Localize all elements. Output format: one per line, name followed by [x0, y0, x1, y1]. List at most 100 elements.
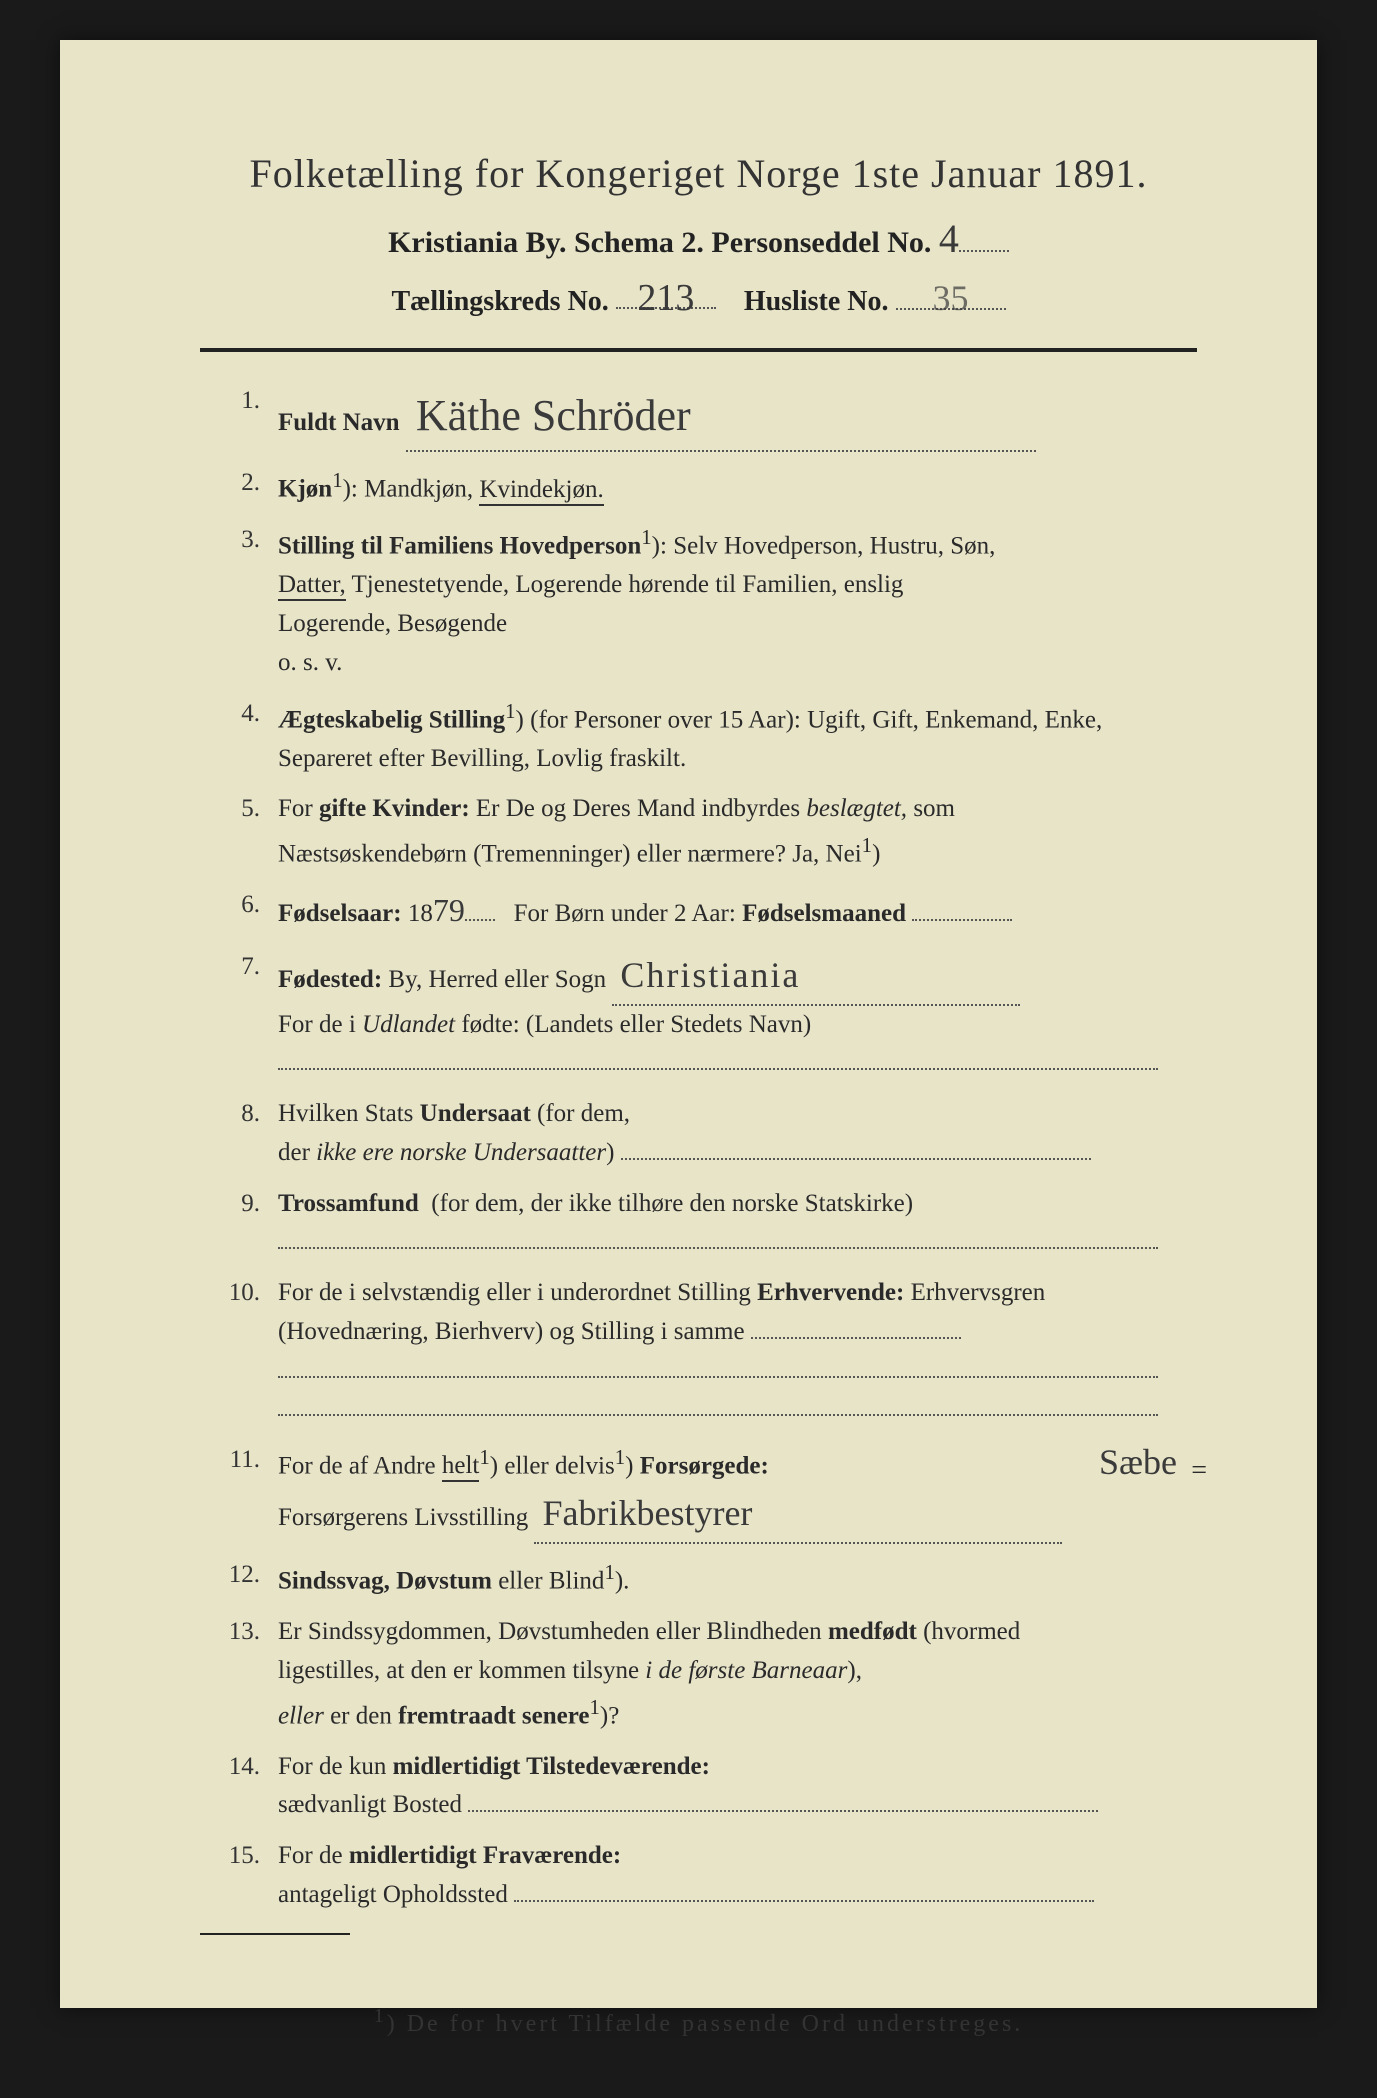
q9-text: (for dem, der ikke tilhøre den norske St…	[431, 1190, 913, 1217]
q3-sup: 1	[641, 525, 651, 549]
q11-num: 11.	[200, 1441, 278, 1480]
q9-label: Trossamfund	[278, 1190, 419, 1217]
q3-selected: Datter,	[278, 571, 346, 601]
main-title: Folketælling for Kongeriget Norge 1ste J…	[200, 150, 1197, 197]
footnote: 1) De for hvert Tilfælde passende Ord un…	[200, 2005, 1197, 2038]
q13-num: 13.	[200, 1613, 278, 1652]
q1-num: 1.	[200, 382, 278, 421]
q7-field: Christiania	[612, 948, 1020, 1006]
subtitle-text: Kristiania By. Schema 2. Personseddel No…	[388, 226, 931, 259]
q14-label: midlertidigt Tilstedeværende:	[393, 1753, 710, 1780]
q3-t1: Selv Hovedperson, Hustru, Søn,	[673, 533, 995, 560]
q13-i1: i de første Barneaar	[645, 1657, 847, 1684]
q3-t4: o. s. v.	[278, 649, 342, 676]
footnote-sup: 1	[374, 2005, 387, 2027]
q4-label: Ægteskabelig Stilling	[278, 706, 505, 733]
q15-body: For de midlertidigt Fraværende: antageli…	[278, 1837, 1197, 1915]
question-13: 13. Er Sindssygdommen, Døvstumheden elle…	[200, 1613, 1197, 1736]
q11-u1: helt	[442, 1452, 480, 1482]
taellingskreds-label: Tællingskreds No.	[391, 286, 608, 317]
personseddel-number: 4	[939, 215, 959, 262]
document-content: Folketælling for Kongeriget Norge 1ste J…	[60, 40, 1317, 2098]
q1-field: Käthe Schröder	[406, 382, 1036, 452]
q3-t3: Logerende, Besøgende	[278, 610, 507, 637]
question-14: 14. For de kun midlertidigt Tilstedevære…	[200, 1748, 1197, 1826]
q7-label: Fødested:	[278, 966, 382, 993]
q13-l1: medfødt	[828, 1618, 917, 1645]
question-11: 11. For de af Andre helt1) eller delvis1…	[200, 1441, 1197, 1544]
q11-sup: 1	[479, 1445, 489, 1469]
taellingskreds-no: 213	[637, 276, 694, 320]
q5-t2: som	[913, 795, 955, 822]
q7-num: 7.	[200, 948, 278, 987]
q8-t2: (for dem,	[537, 1100, 630, 1127]
q15-t1: For de	[278, 1842, 343, 1869]
q6-label2: Fødselsmaaned	[742, 900, 906, 927]
q3-num: 3.	[200, 521, 278, 560]
q13-t3: ligestilles, at den er kommen tilsyne	[278, 1657, 639, 1684]
q6-t2: For Børn under 2 Aar:	[514, 900, 736, 927]
document-page: Folketælling for Kongeriget Norge 1ste J…	[60, 40, 1317, 2008]
question-3: 3. Stilling til Familiens Hovedperson1):…	[200, 521, 1197, 682]
question-7: 7. Fødested: By, Herred eller Sogn Chris…	[200, 948, 1197, 1083]
q13-i2: eller	[278, 1702, 324, 1729]
q8-ital: ikke ere norske Undersaatter	[316, 1139, 606, 1166]
question-1: 1. Fuldt Navn Käthe Schröder	[200, 382, 1197, 452]
q7-value: Christiania	[620, 948, 800, 1004]
q13-t4: er den	[330, 1702, 392, 1729]
q2-body: Kjøn1): Mandkjøn, Kvindekjøn.	[278, 464, 1197, 509]
q14-t2: sædvanligt Bosted	[278, 1791, 462, 1818]
q5-label: gifte Kvinder:	[319, 795, 470, 822]
q13-body: Er Sindssygdommen, Døvstumheden eller Bl…	[278, 1613, 1197, 1736]
q6-num: 6.	[200, 886, 278, 925]
q8-t3: der	[278, 1139, 310, 1166]
q7-t2: For de i	[278, 1011, 356, 1038]
q1-body: Fuldt Navn Käthe Schröder	[278, 382, 1197, 452]
q10-t1: For de i selvstændig eller i underordnet…	[278, 1279, 751, 1306]
husliste-label: Husliste No.	[744, 286, 889, 317]
question-9: 9. Trossamfund (for dem, der ikke tilhør…	[200, 1185, 1197, 1263]
q13-l2: fremtraadt senere	[398, 1702, 589, 1729]
short-rule	[200, 1933, 350, 1935]
q3-t2: Tjenestetyende, Logerende hørende til Fa…	[352, 571, 904, 598]
numbers-row: Tællingskreds No. 213 Husliste No. 35	[200, 276, 1197, 318]
q1-label: Fuldt Navn	[278, 409, 400, 436]
q10-num: 10.	[200, 1274, 278, 1313]
q8-t1: Hvilken Stats	[278, 1100, 413, 1127]
question-10: 10. For de i selvstændig eller i underor…	[200, 1274, 1197, 1429]
q11-sup2: 1	[615, 1445, 625, 1469]
q8-label: Undersaat	[420, 1100, 531, 1127]
q4-sup: 1	[505, 699, 515, 723]
q1-value: Käthe Schröder	[416, 382, 691, 450]
q3-body: Stilling til Familiens Hovedperson1): Se…	[278, 521, 1197, 682]
sub-title: Kristiania By. Schema 2. Personseddel No…	[200, 215, 1197, 262]
q6-year: 79	[433, 886, 465, 936]
question-15: 15. For de midlertidigt Fraværende: anta…	[200, 1837, 1197, 1915]
q15-t2: antageligt Opholdssted	[278, 1881, 508, 1908]
dotted-line	[621, 1158, 1091, 1160]
dotted-line	[465, 919, 495, 921]
dotted-line	[751, 1337, 961, 1339]
q2-num: 2.	[200, 464, 278, 503]
dotted-line	[468, 1810, 1098, 1812]
q3-label: Stilling til Familiens Hovedperson	[278, 533, 641, 560]
footnote-text: ) De for hvert Tilfælde passende Ord und…	[387, 2011, 1024, 2037]
question-4: 4. Ægteskabelig Stilling1) (for Personer…	[200, 695, 1197, 779]
q2-selected: Kvindekjøn.	[479, 476, 603, 506]
dotted-line	[278, 1247, 1158, 1249]
question-5: 5. For gifte Kvinder: Er De og Deres Man…	[200, 790, 1197, 874]
dotted-line	[278, 1376, 1158, 1378]
q4-body: Ægteskabelig Stilling1) (for Personer ov…	[278, 695, 1197, 779]
q13-t1: Er Sindssygdommen, Døvstumheden eller Bl…	[278, 1618, 822, 1645]
q5-prefix: For	[278, 795, 313, 822]
question-8: 8. Hvilken Stats Undersaat (for dem, der…	[200, 1095, 1197, 1173]
q12-label: Sindssvag, Døvstum	[278, 1567, 492, 1594]
q14-body: For de kun midlertidigt Tilstedeværende:…	[278, 1748, 1197, 1826]
q15-num: 15.	[200, 1837, 278, 1876]
q4-paren: (for Personer over 15 Aar):	[530, 706, 801, 733]
q5-t3: Næstsøskendebørn (Tremenninger) eller næ…	[278, 841, 862, 868]
q5-t1: Er De og Deres Mand indbyrdes	[476, 795, 800, 822]
q8-body: Hvilken Stats Undersaat (for dem, der ik…	[278, 1095, 1197, 1173]
q10-body: For de i selvstændig eller i underordnet…	[278, 1274, 1197, 1429]
q13-sup: 1	[589, 1695, 599, 1719]
